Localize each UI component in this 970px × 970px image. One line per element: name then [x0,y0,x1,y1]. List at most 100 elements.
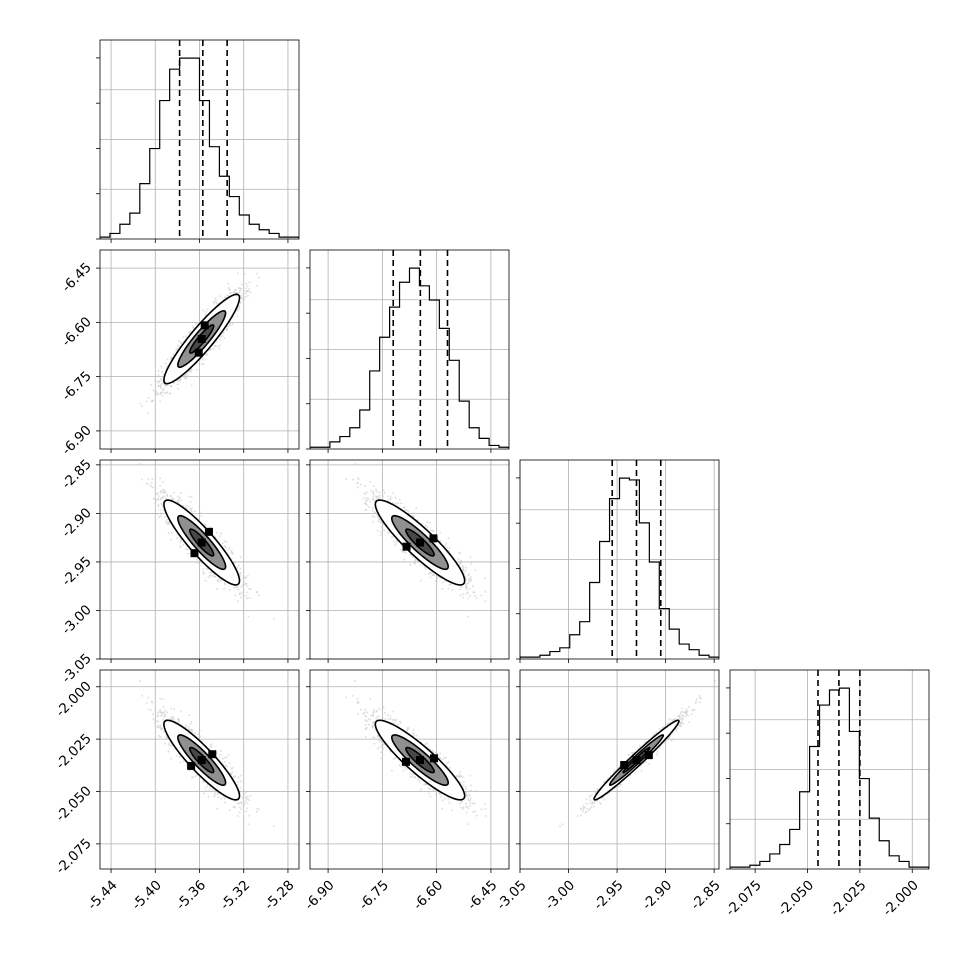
sample-point [164,392,167,395]
sample-point [173,491,176,494]
sample-point [195,322,198,325]
panel-2-1 [306,459,510,663]
sample-point [439,531,442,534]
density-peak [194,348,203,357]
sample-point [221,542,224,545]
sample-point [220,532,223,535]
sample-point [193,510,196,513]
panel-frame [309,459,510,660]
sample-point [211,574,214,577]
sample-point [223,337,226,340]
sample-point [215,301,218,304]
sample-point [224,764,227,767]
sample-point [372,485,375,488]
sample-point [245,287,248,290]
sample-point [381,494,384,497]
grid-lines [310,250,509,449]
sample-point [475,597,478,600]
sample-point [468,587,471,590]
sample-point [178,496,181,499]
sample-point [249,291,252,294]
sample-point [200,515,203,518]
sample-point [214,299,217,302]
sample-point [248,597,251,600]
sample-point [407,510,410,513]
sample-point [239,301,242,304]
sample-point [372,496,375,499]
sample-point [155,390,158,393]
panel-body [310,250,509,449]
sample-point [175,348,178,351]
sample-point [255,284,258,287]
sample-point [166,523,169,526]
sample-point [238,592,241,595]
sample-point [386,495,389,498]
sample-point [189,500,192,503]
sample-point [157,385,160,388]
sample-point [394,502,397,505]
sample-point [228,588,231,591]
sample-point [157,374,160,377]
sample-point [212,300,215,303]
sample-point [233,560,236,563]
sample-point [357,486,360,489]
sample-point [159,498,162,501]
sample-point [223,540,226,543]
sample-point [248,288,251,291]
sample-point [233,586,236,589]
sample-point [246,289,249,292]
sample-point [464,585,467,588]
sample-point [246,285,249,288]
sample-point [465,592,468,595]
density-peak [402,542,411,551]
sample-point [152,389,155,392]
sample-point [369,480,372,483]
sample-point [151,478,154,481]
sample-point [156,512,159,515]
sample-point [474,568,477,571]
sample-point [160,489,163,492]
sample-point [187,548,190,551]
sample-point [156,392,159,395]
sample-point [376,529,379,532]
sample-point [462,566,465,569]
sample-point [215,531,218,534]
sample-point [464,569,467,572]
sample-point [179,378,182,381]
sample-point [171,715,174,718]
sample-point [179,710,182,713]
sample-point [202,362,205,365]
panel-body [139,679,275,828]
sample-point [218,753,221,756]
sample-point [139,402,142,405]
panel-frame [99,459,300,660]
sample-point [187,552,190,555]
sample-point [170,538,173,541]
sample-point [364,508,367,511]
sample-point [245,282,248,285]
y-tick-label: -2.95 [59,553,95,589]
sample-point [379,533,382,536]
sample-point [160,365,163,368]
sample-point [451,588,454,591]
sample-point [344,477,347,480]
sample-point [242,292,245,295]
sample-point [234,594,237,597]
sample-point [365,491,368,494]
sample-point [230,549,233,552]
sample-point [150,384,153,387]
sample-point [221,335,224,338]
sample-point [469,576,472,579]
sample-point [240,294,243,297]
sample-point [474,594,477,597]
sample-point [402,550,405,553]
sample-point [212,347,215,350]
sample-point [373,511,376,514]
sample-point [198,317,201,320]
sample-point [377,520,380,523]
sample-point [483,577,486,580]
sample-point [367,497,370,500]
sample-point [161,394,164,397]
sample-point [459,588,462,591]
